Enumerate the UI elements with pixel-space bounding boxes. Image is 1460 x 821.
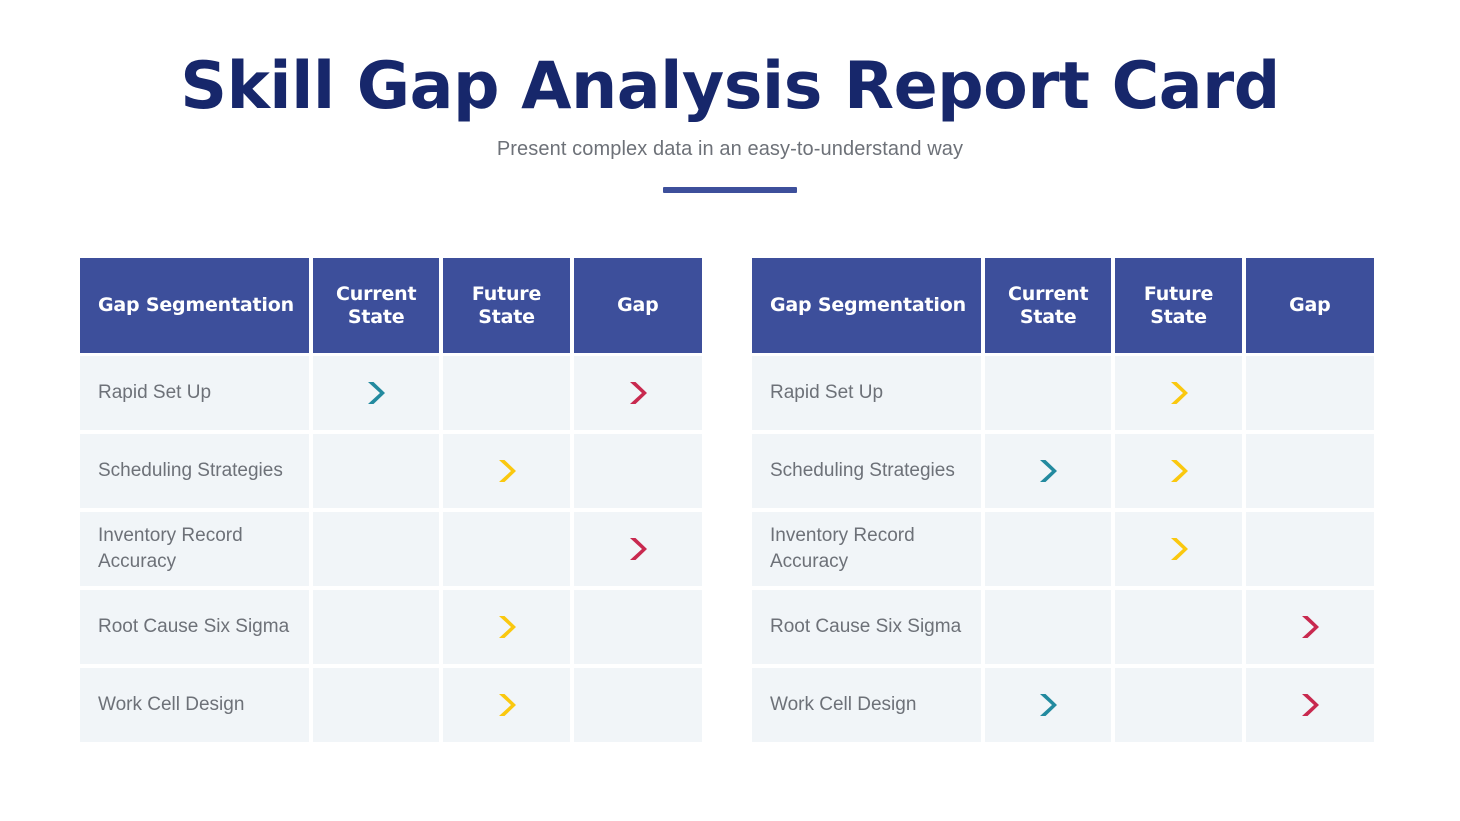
cell-current[interactable] [313, 590, 440, 664]
cell-gap[interactable] [1245, 590, 1374, 664]
row-label: Work Cell Design [752, 668, 982, 742]
column-header-gap[interactable]: Gap [573, 258, 703, 353]
column-header-future-state[interactable]: Future State [1115, 258, 1242, 353]
slide-header: Skill Gap Analysis Report Card Present c… [0, 0, 1460, 194]
chevron-right-icon [1166, 378, 1192, 408]
right-gap-table: Gap Segmentation Current State Future Stat… [752, 258, 1375, 742]
column-header-gap-segmentation[interactable]: Gap Segmentation [80, 258, 310, 353]
column-header-current-state[interactable]: Current State [313, 258, 440, 353]
chevron-right-icon [1166, 534, 1192, 564]
cell-current[interactable] [985, 434, 1112, 508]
row-label: Rapid Set Up [752, 356, 982, 430]
cell-current[interactable] [985, 590, 1112, 664]
accent-divider [663, 187, 797, 194]
cell-current[interactable] [313, 512, 440, 586]
cell-gap[interactable] [573, 590, 702, 664]
cell-gap[interactable] [573, 356, 702, 430]
page-subtitle: Present complex data in an easy-to-under… [496, 138, 964, 161]
cell-current[interactable] [985, 668, 1112, 742]
row-label: Scheduling Strategies [80, 434, 310, 508]
chevron-right-icon [625, 378, 651, 408]
cell-current[interactable] [313, 356, 440, 430]
row-label: Work Cell Design [80, 668, 310, 742]
row-label: Root Cause Six Sigma [80, 590, 310, 664]
cell-gap[interactable] [1245, 434, 1374, 508]
row-label: Scheduling Strategies [752, 434, 982, 508]
cell-gap[interactable] [1245, 668, 1374, 742]
cell-future[interactable] [443, 590, 570, 664]
table-row[interactable]: Rapid Set Up [752, 356, 1374, 430]
cell-future[interactable] [443, 668, 570, 742]
table-row[interactable]: Root Cause Six Sigma [80, 590, 702, 664]
column-header-gap-segmentation[interactable]: Gap Segmentation [752, 258, 982, 353]
cell-future[interactable] [1115, 356, 1242, 430]
chevron-right-icon [1297, 612, 1323, 642]
cell-future[interactable] [443, 356, 570, 430]
table-header-row: Gap Segmentation Current State Future Stat… [752, 258, 1375, 353]
chevron-right-icon [494, 456, 520, 486]
chevron-right-icon [494, 690, 520, 720]
chevron-right-icon [1035, 690, 1061, 720]
row-label: Inventory Record Accuracy [752, 512, 982, 586]
cell-future[interactable] [1115, 668, 1242, 742]
cell-gap[interactable] [1245, 512, 1374, 586]
table-row[interactable]: Scheduling Strategies [752, 434, 1374, 508]
cell-future[interactable] [1115, 434, 1242, 508]
table-row[interactable]: Inventory Record Accuracy [752, 512, 1374, 586]
table-row[interactable]: Work Cell Design [752, 668, 1374, 742]
chevron-right-icon [1166, 456, 1192, 486]
chevron-right-icon [363, 378, 389, 408]
cell-current[interactable] [313, 668, 440, 742]
column-header-future-state[interactable]: Future State [443, 258, 570, 353]
chevron-right-icon [494, 612, 520, 642]
cell-gap[interactable] [573, 668, 702, 742]
chevron-right-icon [1035, 456, 1061, 486]
left-gap-table: Gap Segmentation Current State Future Stat… [80, 258, 703, 742]
cell-future[interactable] [443, 434, 570, 508]
table-row[interactable]: Inventory Record Accuracy [80, 512, 702, 586]
column-header-gap[interactable]: Gap [1245, 258, 1375, 353]
cell-gap[interactable] [573, 434, 702, 508]
row-label: Rapid Set Up [80, 356, 310, 430]
table-body: Rapid Set Up Scheduling Strategies Invento… [80, 356, 702, 742]
cell-current[interactable] [985, 356, 1112, 430]
table-header-row: Gap Segmentation Current State Future Stat… [80, 258, 703, 353]
table-body: Rapid Set Up Scheduling Strategies Invento… [752, 356, 1374, 742]
chevron-right-icon [625, 534, 651, 564]
cell-future[interactable] [1115, 512, 1242, 586]
cell-gap[interactable] [573, 512, 702, 586]
page-title: Skill Gap Analysis Report Card [180, 49, 1280, 124]
cell-gap[interactable] [1245, 356, 1374, 430]
cell-current[interactable] [985, 512, 1112, 586]
chevron-right-icon [1297, 690, 1323, 720]
cell-current[interactable] [313, 434, 440, 508]
row-label: Root Cause Six Sigma [752, 590, 982, 664]
cell-future[interactable] [443, 512, 570, 586]
table-row[interactable]: Scheduling Strategies [80, 434, 702, 508]
table-row[interactable]: Rapid Set Up [80, 356, 702, 430]
row-label: Inventory Record Accuracy [80, 512, 310, 586]
tables-container: Gap Segmentation Current State Future Stat… [80, 258, 1375, 742]
column-header-current-state[interactable]: Current State [985, 258, 1112, 353]
table-row[interactable]: Root Cause Six Sigma [752, 590, 1374, 664]
table-row[interactable]: Work Cell Design [80, 668, 702, 742]
cell-future[interactable] [1115, 590, 1242, 664]
